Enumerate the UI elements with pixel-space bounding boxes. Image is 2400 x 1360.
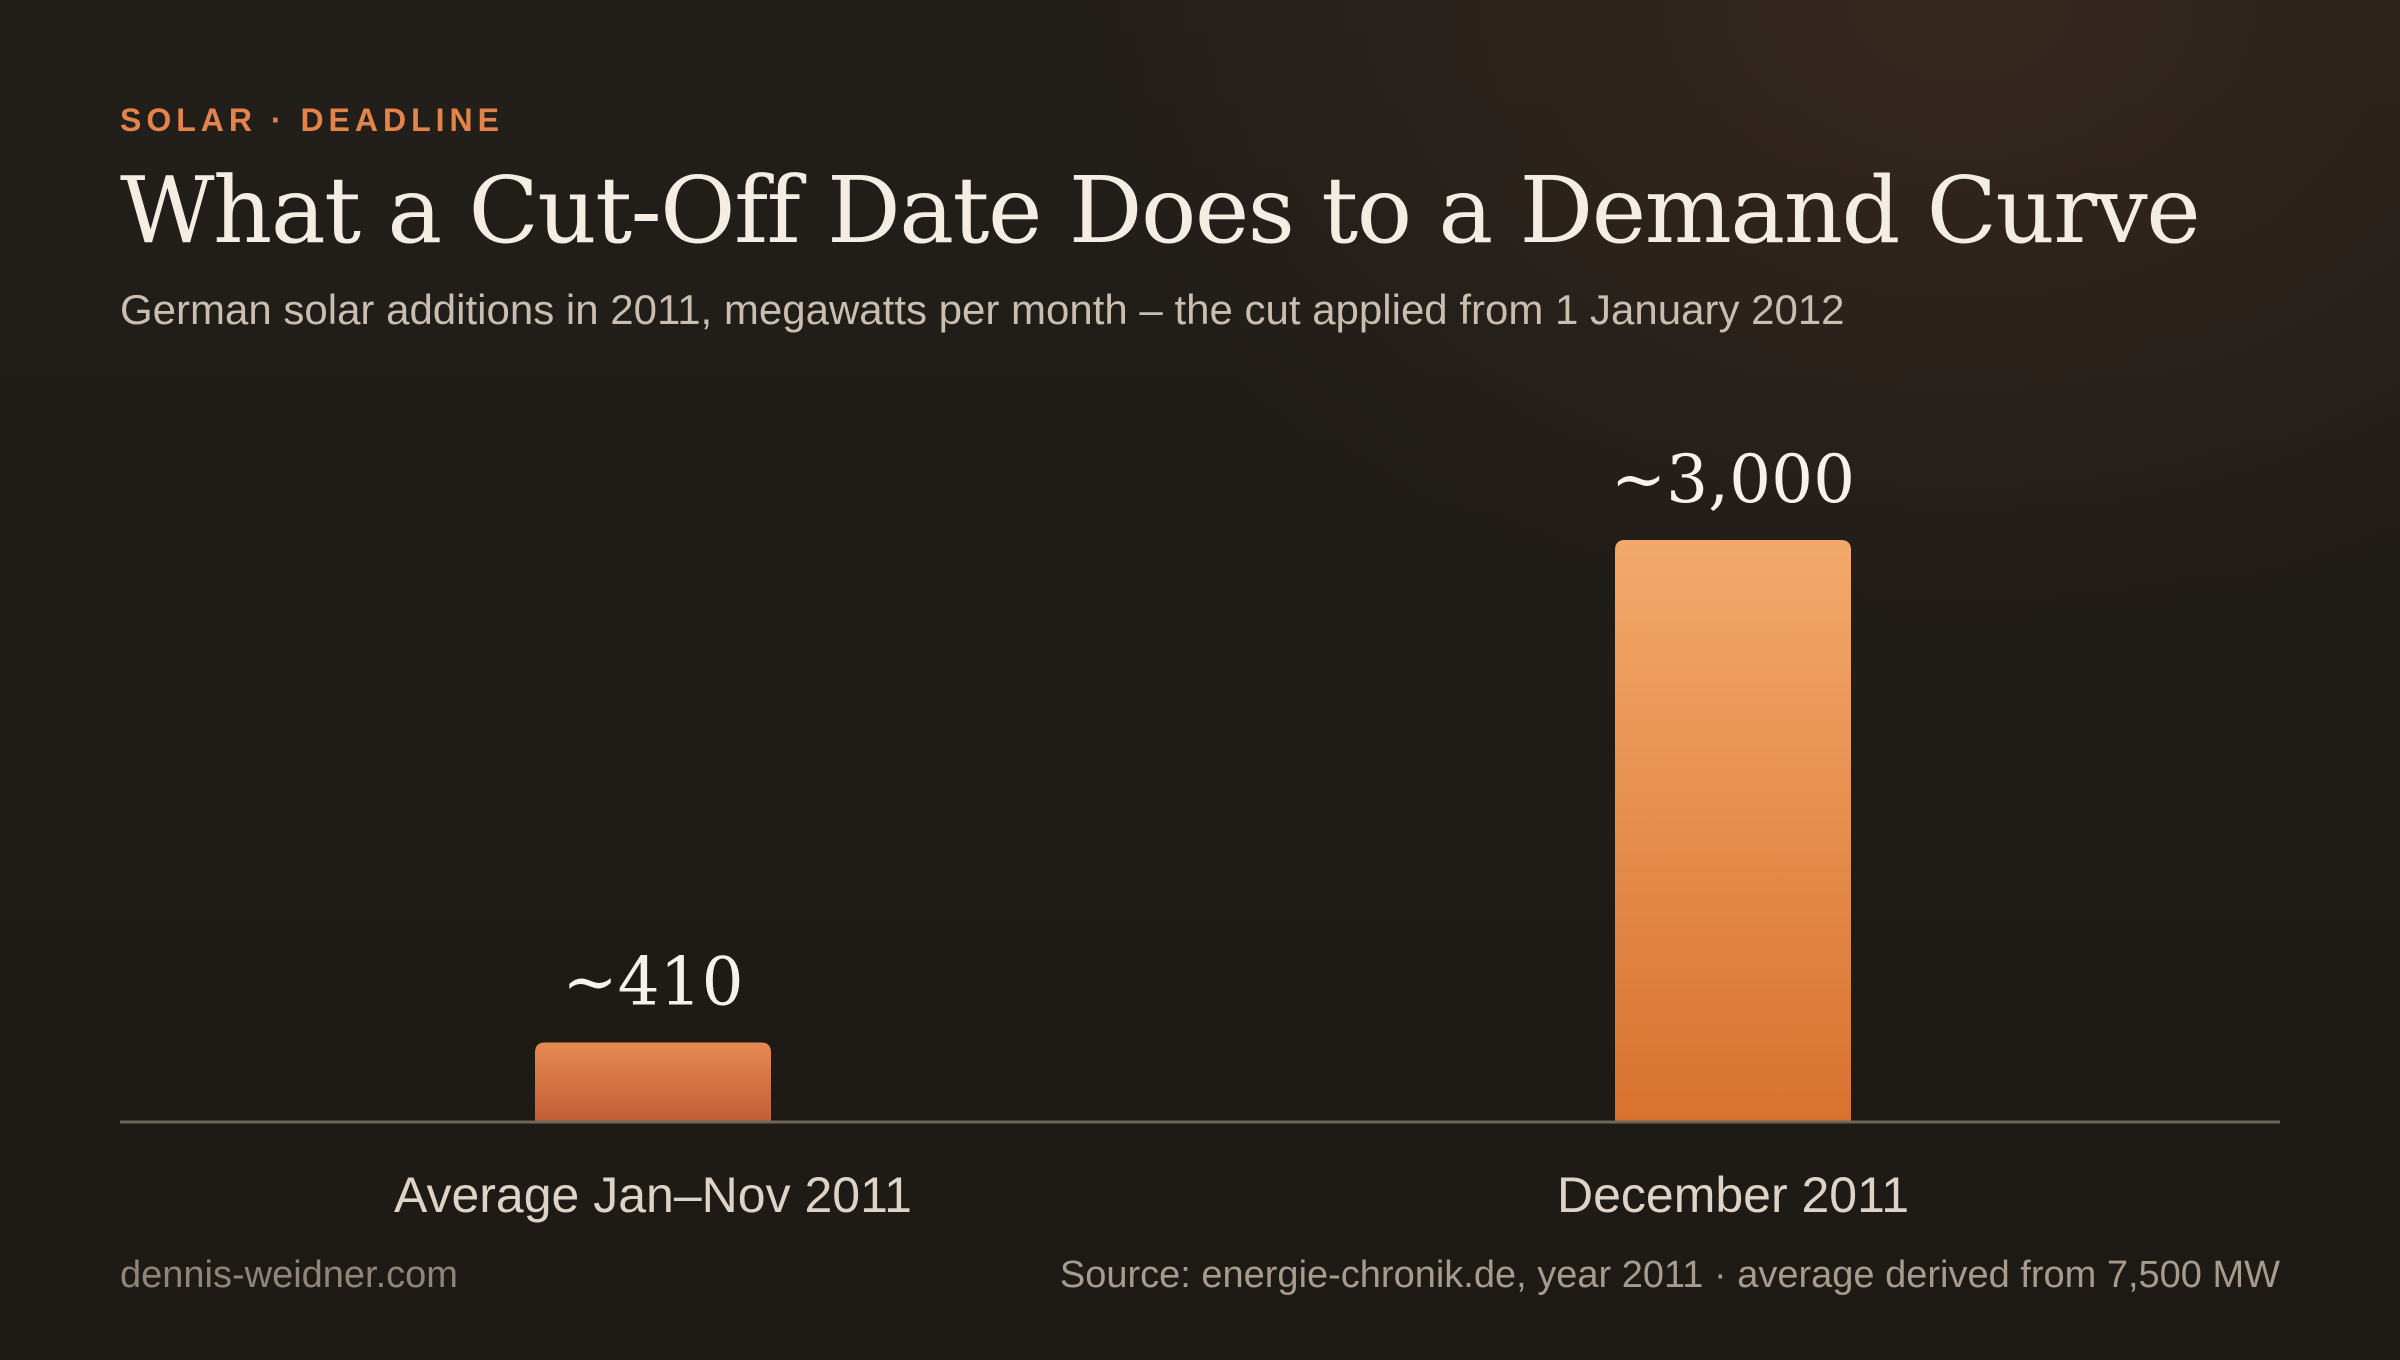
category-label: December 2011	[1557, 1167, 1909, 1223]
chart-subtitle: German solar additions in 2011, megawatt…	[120, 286, 1845, 333]
bar-value-label: ~3,000	[1611, 441, 1855, 518]
source-note: Source: energie-chronik.de, year 2011 · …	[1059, 1254, 2280, 1296]
bar-average-jan-nov	[535, 1042, 771, 1122]
kicker: SOLAR · DEADLINE	[120, 102, 504, 138]
bar-value-label: ~410	[562, 943, 743, 1020]
category-label: Average Jan–Nov 2011	[394, 1167, 912, 1223]
bar-december	[1615, 540, 1851, 1122]
chart-title: What a Cut-Off Date Does to a Demand Cur…	[120, 157, 2201, 264]
site-credit: dennis-weidner.com	[120, 1254, 458, 1296]
